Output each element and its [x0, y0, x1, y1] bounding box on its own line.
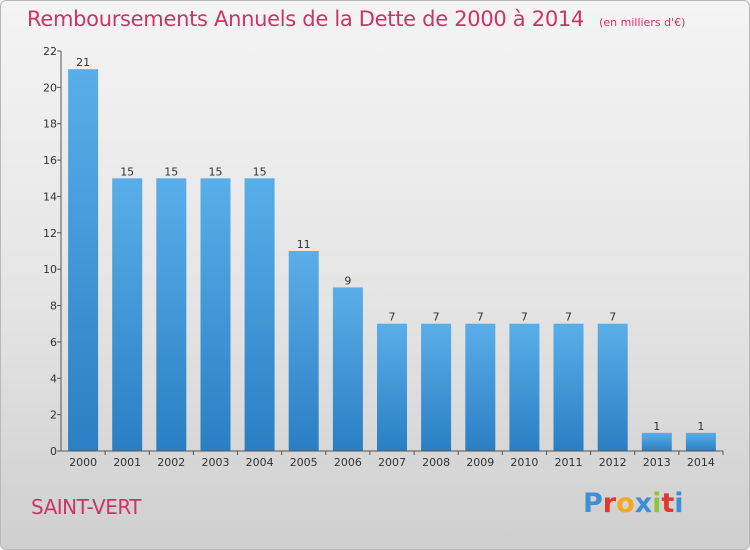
y-tick-label: 10 [43, 263, 57, 276]
x-tick-label: 2002 [157, 456, 185, 469]
bar-value-label: 15 [209, 165, 223, 178]
bar-value-label: 7 [389, 311, 396, 324]
commune-name: SAINT-VERT [31, 495, 142, 519]
bar [509, 323, 540, 451]
bar-value-label: 7 [433, 311, 440, 324]
x-tick-label: 2006 [334, 456, 362, 469]
bar [288, 251, 319, 451]
chart-title: Remboursements Annuels de la Dette de 20… [27, 7, 584, 31]
x-tick-label: 2011 [555, 456, 583, 469]
y-tick-label: 2 [50, 409, 57, 422]
chart-header: Remboursements Annuels de la Dette de 20… [27, 7, 685, 31]
y-tick-label: 16 [43, 154, 57, 167]
x-tick-label: 2004 [246, 456, 274, 469]
y-tick-label: 4 [50, 372, 57, 385]
y-tick-label: 12 [43, 227, 57, 240]
y-tick-label: 6 [50, 336, 57, 349]
bar-value-label: 15 [120, 165, 134, 178]
bar [465, 323, 496, 451]
x-tick-label: 2013 [643, 456, 671, 469]
bar-value-label: 7 [521, 311, 528, 324]
bar [685, 432, 716, 451]
x-tick-label: 2012 [599, 456, 627, 469]
bar-value-label: 21 [76, 56, 90, 69]
bar [641, 432, 672, 451]
bar [156, 178, 187, 452]
bar-value-label: 7 [609, 311, 616, 324]
bar-value-label: 15 [164, 165, 178, 178]
chart-subtitle: (en milliers d'€) [599, 16, 686, 29]
bar [421, 323, 452, 451]
x-tick-label: 2014 [687, 456, 715, 469]
bar [68, 69, 99, 451]
y-tick-label: 22 [43, 45, 57, 58]
bar [200, 178, 231, 452]
x-tick-label: 2003 [202, 456, 230, 469]
x-tick-label: 2008 [422, 456, 450, 469]
bar [553, 323, 584, 451]
y-tick-label: 0 [50, 445, 57, 458]
bar-value-label: 7 [477, 311, 484, 324]
x-tick-label: 2009 [466, 456, 494, 469]
bar [597, 323, 628, 451]
bar-value-label: 1 [653, 420, 660, 433]
y-tick-label: 18 [43, 118, 57, 131]
bar [377, 323, 407, 451]
bar-value-label: 1 [697, 420, 704, 433]
proxiti-logo: Proxiti [583, 488, 684, 519]
y-tick-label: 14 [43, 190, 57, 203]
bar-value-label: 15 [253, 165, 267, 178]
x-tick-label: 2007 [378, 456, 406, 469]
x-tick-label: 2000 [69, 456, 97, 469]
y-tick-label: 8 [50, 300, 57, 313]
x-tick-label: 2001 [113, 456, 141, 469]
bar-value-label: 9 [344, 274, 351, 287]
bar [244, 178, 275, 452]
x-tick-label: 2010 [510, 456, 538, 469]
axes-layer: 0 2 4 6 8 10 12 14 16 18 20 22 2000 2001 2002 2003 2004 2… [43, 45, 724, 469]
y-tick-label: 20 [43, 81, 57, 94]
bar-value-label: 7 [565, 311, 572, 324]
bar [332, 287, 363, 451]
bar-value-label: 11 [297, 238, 311, 251]
x-tick-label: 2005 [290, 456, 318, 469]
bar [112, 178, 143, 452]
